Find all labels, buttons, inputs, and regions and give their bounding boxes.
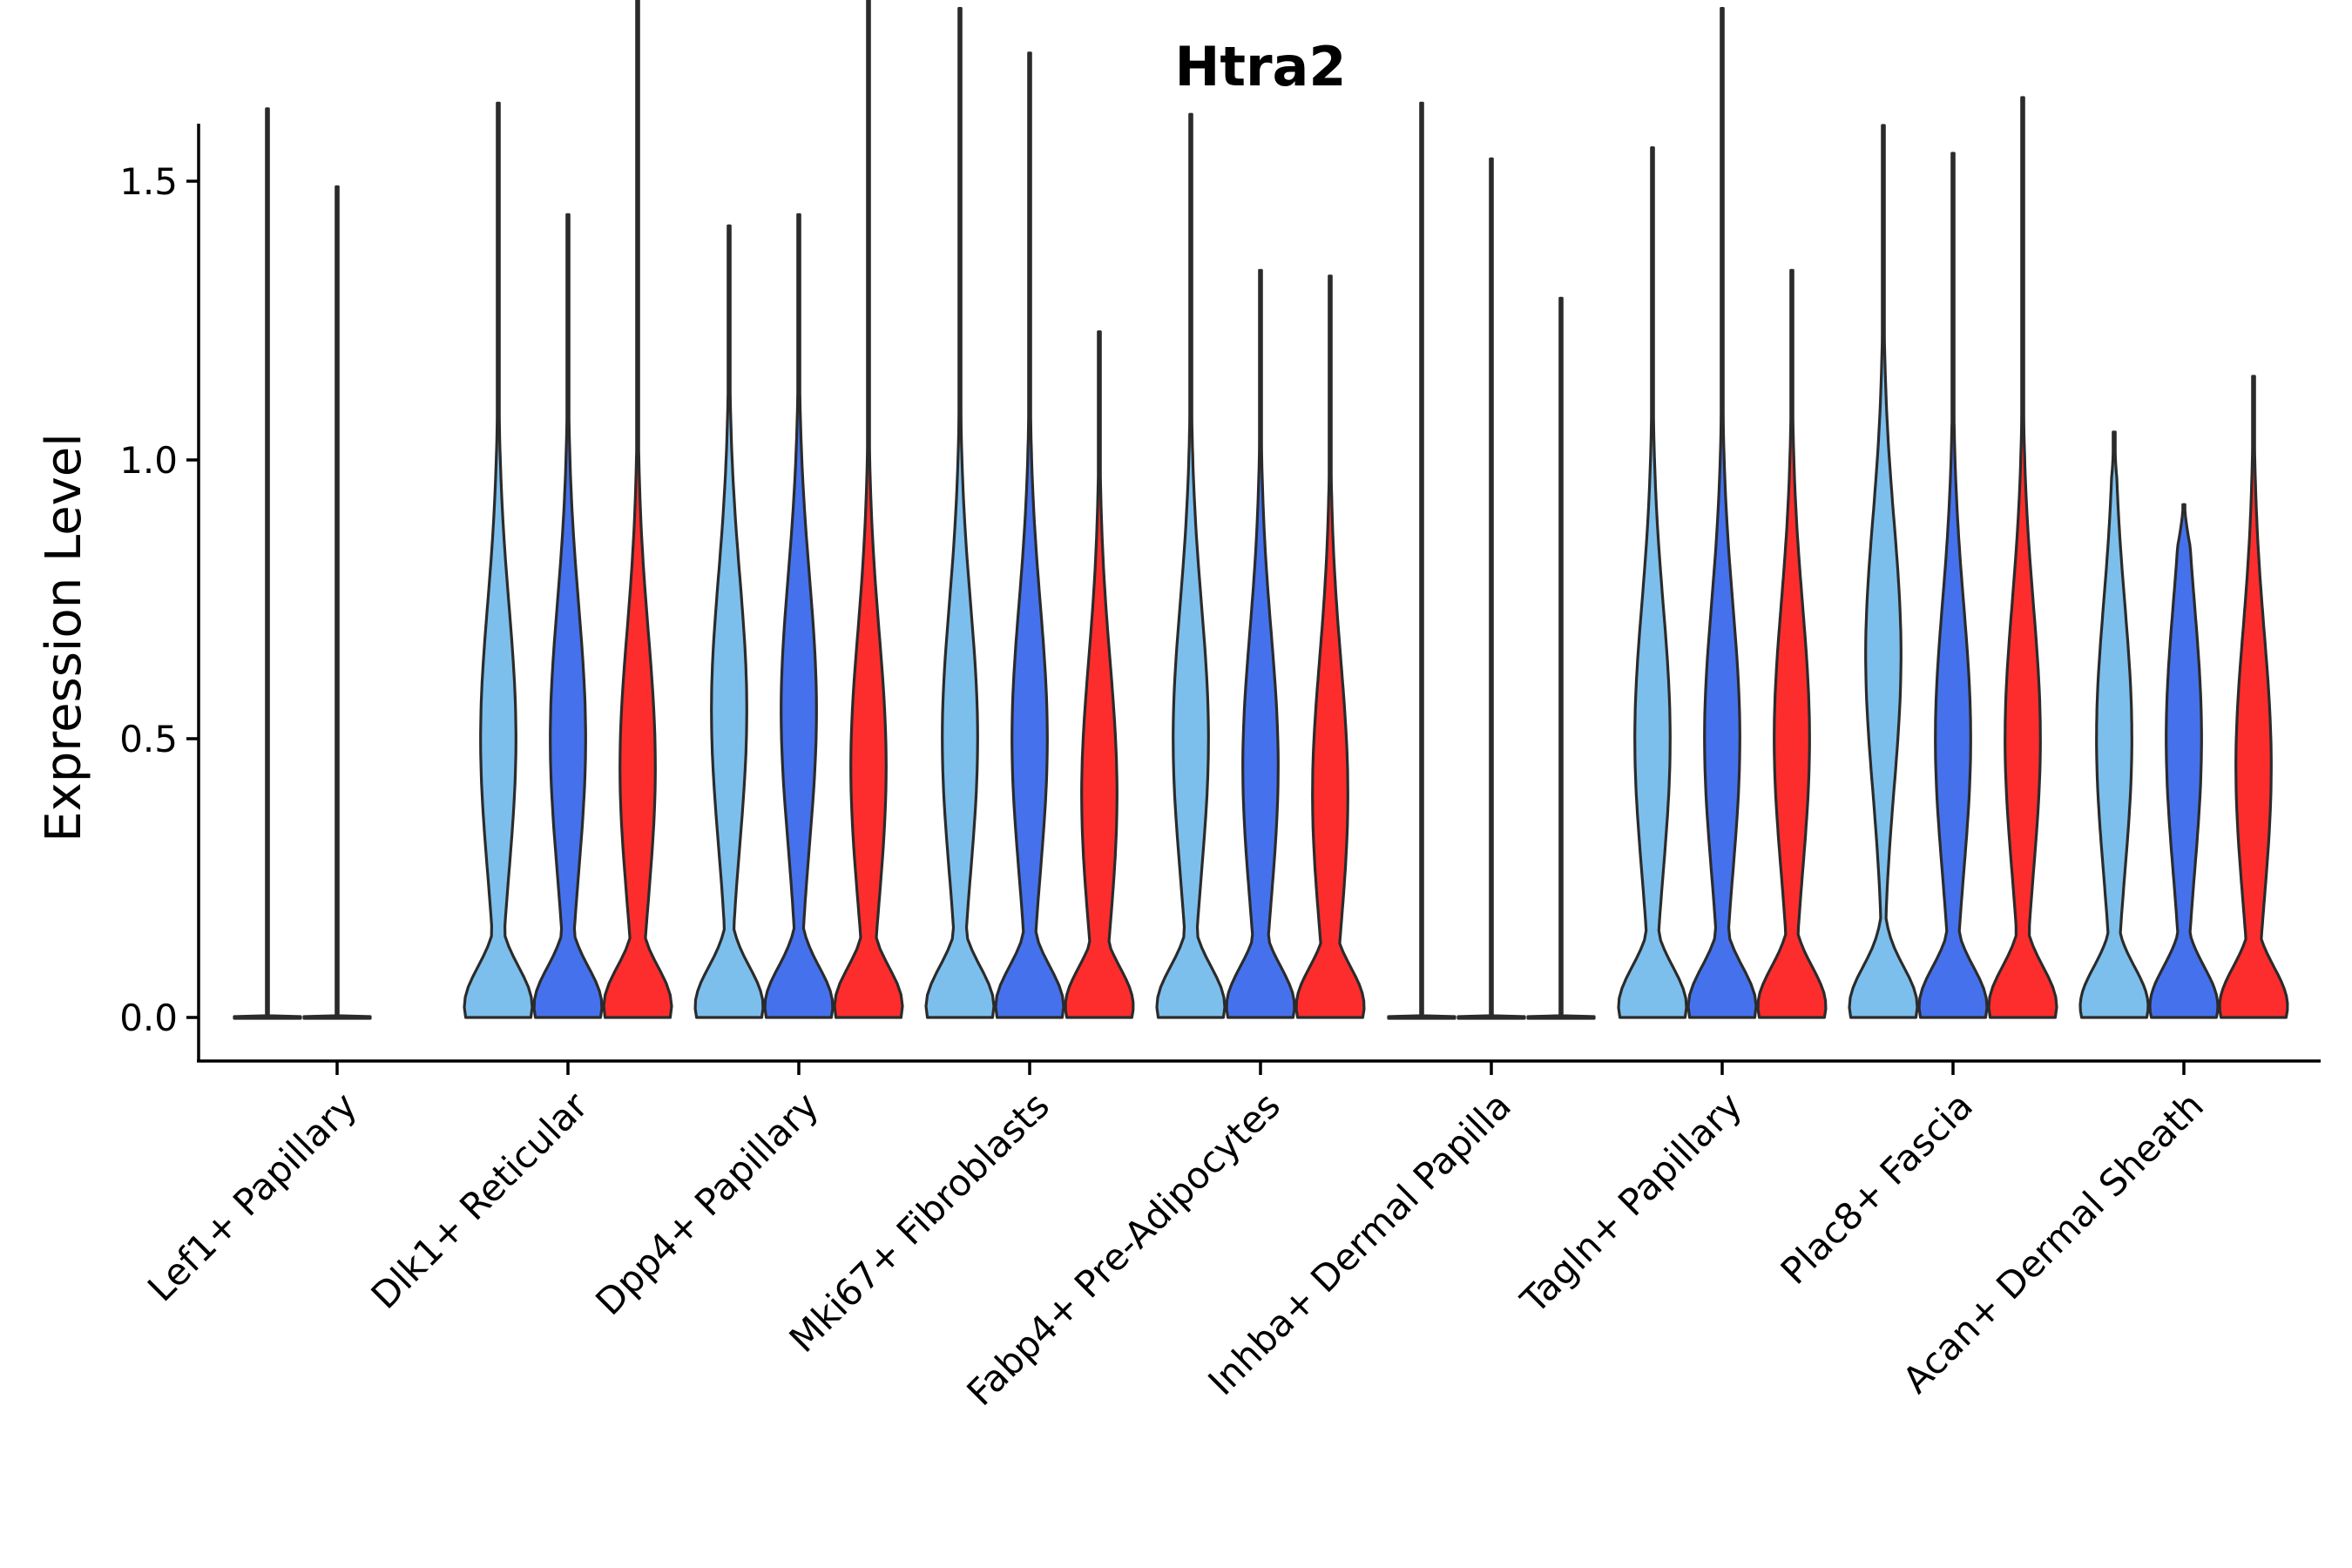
y-tick-label: 1.0 <box>119 439 178 482</box>
x-tick-label: Plac8+ Fascia <box>1773 1084 1981 1292</box>
violin-3-dlk1-reticular <box>602 0 673 1019</box>
x-tick-label: Tagln+ Papillary <box>1512 1084 1750 1321</box>
violin-2-mki67-fibroblasts <box>994 51 1065 1019</box>
violin-2-lef1-papillary <box>302 185 372 1020</box>
violin-2-tagln-papillary <box>1686 7 1758 1019</box>
x-tick-label: Dlk1+ Reticular <box>363 1084 597 1317</box>
x-tick-label: Dpp4+ Papillary <box>587 1084 827 1323</box>
x-tick-label: Lef1+ Papillary <box>139 1084 365 1309</box>
violins-layer <box>233 0 2289 1020</box>
violin-3-dpp4-papillary <box>833 0 904 1019</box>
violin-1-inhba-dermal-papilla <box>1387 101 1456 1020</box>
violin-1-plac8-fascia <box>1848 124 1919 1019</box>
violin-1-mki67-fibroblasts <box>924 7 996 1019</box>
violin-1-dpp4-papillary <box>693 224 765 1019</box>
y-axis-ticks: 0.0 0.5 1.0 1.5 <box>119 160 199 1039</box>
violin-3-fabp4-pre-adipocytes <box>1294 274 1366 1019</box>
violin-3-mki67-fibroblasts <box>1064 330 1135 1019</box>
violin-3-tagln-papillary <box>1756 268 1828 1019</box>
violin-1-acan-dermal-sheath <box>2078 430 2150 1019</box>
violin-2-dlk1-reticular <box>532 213 604 1019</box>
violin-1-dlk1-reticular <box>463 101 534 1019</box>
y-tick-label: 1.5 <box>119 160 178 203</box>
violin-2-fabp4-pre-adipocytes <box>1225 268 1296 1019</box>
y-tick-label: 0.0 <box>119 997 178 1039</box>
x-tick-label: Mki67+ Fibroblasts <box>781 1084 1058 1360</box>
violin-3-inhba-dermal-papilla <box>1526 296 1596 1020</box>
y-tick-label: 0.5 <box>119 718 178 760</box>
violin-3-acan-dermal-sheath <box>2218 375 2289 1019</box>
violin-2-dpp4-papillary <box>763 213 835 1019</box>
violin-2-acan-dermal-sheath <box>2148 503 2220 1019</box>
violin-2-inhba-dermal-papilla <box>1456 157 1526 1020</box>
chart-title: Htra2 <box>1174 35 1346 98</box>
violin-1-tagln-papillary <box>1617 146 1688 1019</box>
violin-2-plac8-fascia <box>1917 152 1989 1019</box>
y-axis-label: Expression Level <box>36 433 92 842</box>
violin-1-fabp4-pre-adipocytes <box>1155 112 1227 1019</box>
violin-3-plac8-fascia <box>1987 96 2058 1019</box>
violin-1-lef1-papillary <box>233 107 302 1020</box>
